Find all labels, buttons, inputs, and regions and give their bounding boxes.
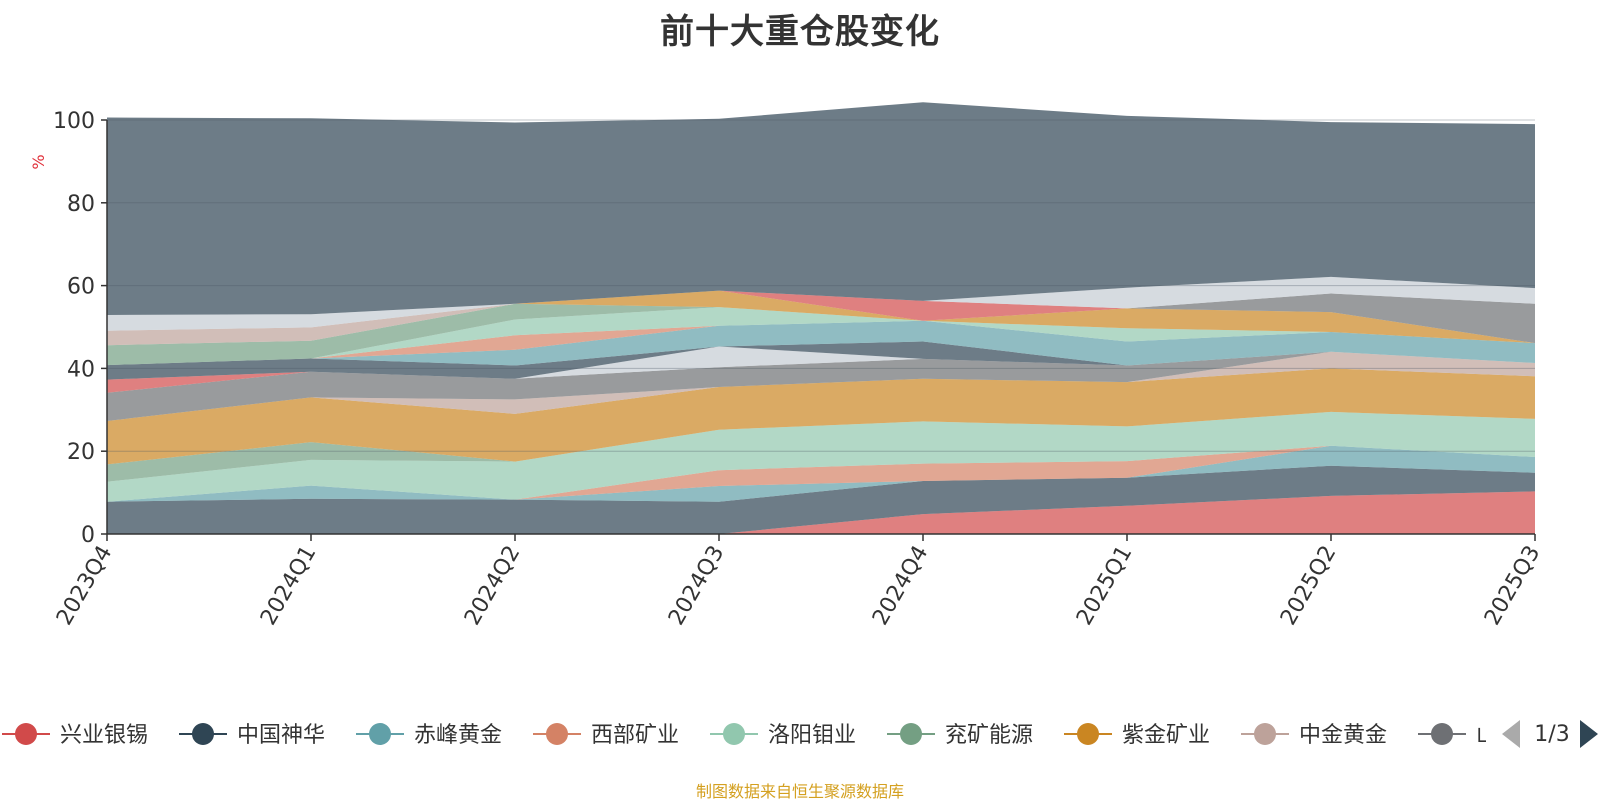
x-tick-label-2025Q2: 2025Q2 <box>1276 542 1341 630</box>
area-series-20 <box>107 290 1535 331</box>
area-series-22 <box>107 102 1535 315</box>
legend-label: 洛阳钼业 <box>768 723 856 748</box>
legend-marker <box>900 723 922 745</box>
x-tick-label-2024Q2: 2024Q2 <box>460 542 525 630</box>
area-series-17 <box>107 290 1535 346</box>
area-series-5 <box>107 411 1535 502</box>
area-series-15 <box>107 307 1535 366</box>
legend-item-8[interactable]: 中金黄金 <box>1241 723 1387 748</box>
legend-item-6[interactable]: 兖矿能源 <box>887 723 1033 748</box>
legend-item-7[interactable]: 紫金矿业 <box>1064 723 1210 748</box>
x-tick-label-2024Q1: 2024Q1 <box>256 542 321 630</box>
area-series-8 <box>107 351 1535 421</box>
legend-label: 西部矿业 <box>591 723 679 748</box>
y-tick-label-40: 40 <box>67 357 95 382</box>
x-tick-label-2025Q3: 2025Q3 <box>1480 542 1545 630</box>
area-series-3 <box>107 445 1535 502</box>
legend-item-1[interactable]: 兴业银锡 <box>2 723 148 748</box>
area-series-16 <box>107 303 1535 366</box>
x-tick-label-2024Q4: 2024Q4 <box>868 542 933 630</box>
y-tick-label-80: 80 <box>67 192 95 217</box>
area-series-13 <box>107 320 1535 366</box>
area-series-21 <box>107 276 1535 331</box>
legend-marker <box>1077 723 1099 745</box>
legend-marker <box>1254 723 1276 745</box>
area-series-1 <box>107 491 1535 534</box>
area-series-18 <box>107 290 1535 346</box>
y-axis-unit-label: % <box>29 154 48 169</box>
legend-label: 兖矿能源 <box>945 723 1033 748</box>
legend: 兴业银锡中国神华赤峰黄金西部矿业洛阳钼业兖矿能源紫金矿业中金黄金山 <box>2 712 1600 758</box>
x-tick-label-2023Q4: 2023Q4 <box>52 542 117 630</box>
area-series-9 <box>107 351 1535 421</box>
legend-marker <box>723 723 745 745</box>
area-series-7 <box>107 368 1535 465</box>
area-series-4 <box>107 445 1535 502</box>
legend-item-5[interactable]: 洛阳钼业 <box>710 723 856 748</box>
legend-marker <box>369 723 391 745</box>
area-series-12 <box>107 341 1535 380</box>
triangle-left-icon[interactable] <box>1502 720 1520 748</box>
legend-item-4[interactable]: 西部矿业 <box>533 723 679 748</box>
legend-marker <box>1431 723 1453 745</box>
legend-item-3[interactable]: 赤峰黄金 <box>356 723 502 748</box>
data-source-footnote: 制图数据来自恒生聚源数据库 <box>695 782 904 800</box>
y-gridlines <box>107 119 1535 452</box>
x-tick-label-2025Q1: 2025Q1 <box>1072 542 1137 630</box>
legend-label: 中国神华 <box>237 723 325 748</box>
y-tick-label-60: 60 <box>67 275 95 300</box>
legend-marker <box>192 723 214 745</box>
y-tick-label-0: 0 <box>81 523 95 548</box>
legend-page-indicator: 1/3 <box>1534 722 1569 747</box>
y-tick-label-20: 20 <box>67 440 95 465</box>
legend-item-2[interactable]: 中国神华 <box>179 723 325 748</box>
legend-label: 赤峰黄金 <box>414 723 502 748</box>
legend-marker <box>15 723 37 745</box>
y-tick-label-100: 100 <box>53 109 95 134</box>
area-series-11 <box>107 346 1535 380</box>
legend-label: 兴业银锡 <box>60 723 148 748</box>
legend-marker <box>546 723 568 745</box>
area-series-group <box>107 102 1535 534</box>
x-tick-label-2024Q3: 2024Q3 <box>664 542 729 630</box>
area-series-2 <box>107 465 1535 534</box>
triangle-right-icon[interactable] <box>1580 720 1598 748</box>
legend-label: 中金黄金 <box>1299 723 1387 748</box>
chart-title: 前十大重仓股变化 <box>660 12 940 52</box>
legend-label: 紫金矿业 <box>1122 723 1210 748</box>
